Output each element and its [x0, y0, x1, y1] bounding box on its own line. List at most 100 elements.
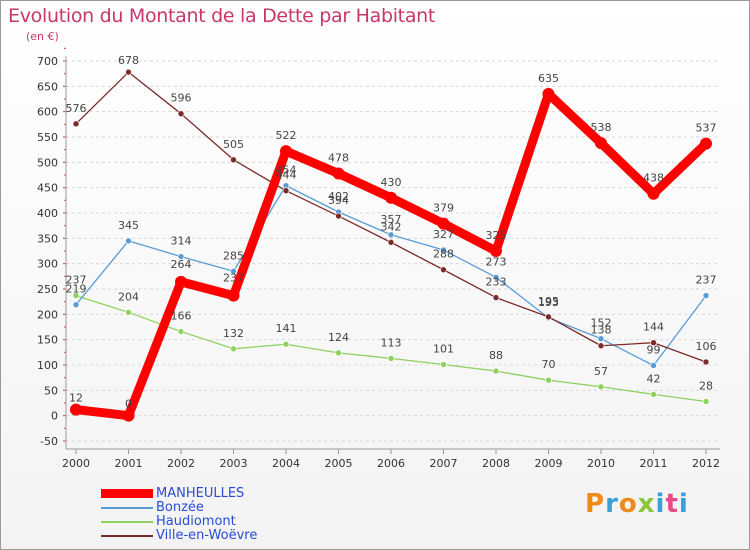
- data-label: 237: [66, 274, 87, 287]
- data-point: [177, 328, 185, 335]
- legend-swatch-icon: [101, 489, 153, 498]
- data-label: 70: [542, 358, 556, 371]
- data-label: 152: [591, 317, 612, 330]
- data-label: 379: [433, 202, 454, 215]
- data-point: [125, 237, 132, 245]
- logo-letter: t: [665, 489, 679, 519]
- data-point: [387, 231, 395, 239]
- data-label: 237: [223, 272, 244, 285]
- data-point: [597, 335, 605, 342]
- data-label: 219: [66, 283, 87, 296]
- y-tick-label: 650: [37, 80, 58, 93]
- data-point: [440, 266, 447, 274]
- data-point: [702, 398, 710, 405]
- data-point: [335, 349, 342, 357]
- data-label: 678: [118, 54, 139, 67]
- x-tick-label: 2008: [482, 457, 510, 470]
- data-label: 12: [69, 392, 83, 405]
- data-point: [492, 274, 500, 281]
- legend-label: MANHEULLES: [156, 486, 245, 501]
- data-point: [282, 340, 290, 348]
- x-tick-label: 2011: [640, 457, 668, 470]
- proxiti-logo: Proxiti: [585, 489, 689, 519]
- data-point: [702, 358, 710, 366]
- data-label: 28: [699, 379, 713, 392]
- data-point: [227, 289, 240, 302]
- logo-letter: o: [618, 489, 638, 519]
- data-label: 327: [433, 228, 454, 241]
- y-tick-label: 550: [37, 131, 58, 144]
- data-label: 522: [276, 129, 297, 142]
- data-point: [230, 156, 237, 164]
- data-label: 342: [381, 220, 402, 233]
- logo-text: Proxiti: [585, 489, 689, 519]
- data-point: [647, 187, 660, 200]
- data-point: [230, 345, 237, 353]
- legend-label: Ville-en-Woëvre: [156, 528, 258, 543]
- y-tick-label: 450: [37, 182, 58, 195]
- data-label: 264: [171, 258, 192, 271]
- data-label: 113: [381, 336, 402, 349]
- y-tick-label: 50: [44, 384, 58, 397]
- legend-label: Haudiomont: [156, 514, 236, 529]
- data-label: 204: [118, 290, 139, 303]
- data-label: 285: [223, 249, 244, 262]
- y-tick-label: 400: [37, 207, 58, 220]
- legend-swatch-icon: [101, 535, 153, 537]
- legend-swatch-icon: [101, 521, 153, 523]
- data-point: [440, 246, 447, 254]
- data-point: [230, 267, 237, 275]
- x-tick-label: 2003: [220, 457, 248, 470]
- x-tick-label: 2007: [430, 457, 458, 470]
- data-label: 101: [433, 342, 454, 355]
- data-label: 273: [486, 255, 507, 268]
- data-label: 288: [433, 248, 454, 261]
- logo-letter: r: [605, 489, 619, 519]
- data-label: 635: [538, 72, 559, 85]
- y-tick-label: 150: [37, 334, 58, 347]
- y-tick-label: 600: [37, 106, 58, 119]
- data-label: 345: [118, 219, 139, 232]
- data-point: [72, 120, 80, 128]
- data-label: 88: [489, 349, 503, 362]
- data-label: 237: [696, 274, 717, 287]
- data-point: [650, 339, 657, 347]
- data-point: [280, 145, 292, 158]
- data-label: 141: [276, 322, 297, 335]
- data-point: [175, 275, 187, 288]
- data-point: [335, 212, 342, 220]
- data-point: [542, 87, 555, 100]
- data-label: 538: [591, 121, 612, 134]
- data-label: 233: [486, 276, 507, 289]
- data-point: [440, 361, 447, 368]
- data-point: [545, 376, 552, 384]
- axis-layer: -50 0 50 100 150 200 250 300 350 400 450 500 550 600 6…: [37, 47, 720, 470]
- data-point: [650, 391, 657, 398]
- chart-title: Evolution du Montant de la Dette par Hab…: [8, 5, 436, 27]
- data-label: 576: [66, 102, 87, 115]
- data-point: [387, 239, 395, 246]
- legend-swatch-icon: [101, 507, 153, 509]
- y-tick-label: 250: [37, 283, 58, 296]
- data-point: [122, 409, 135, 422]
- data-label: 314: [171, 235, 192, 248]
- data-point: [595, 137, 607, 150]
- data-point: [177, 253, 185, 260]
- x-tick-label: 2009: [535, 457, 563, 470]
- data-point: [597, 383, 605, 391]
- grid-layer: [66, 60, 720, 442]
- y-tick-label: 0: [51, 410, 58, 423]
- logo-letter: i: [678, 489, 689, 519]
- data-point: [545, 313, 552, 321]
- data-point: [650, 362, 657, 369]
- data-label: 394: [328, 194, 349, 207]
- x-tick-label: 2005: [325, 457, 353, 470]
- data-point: [387, 355, 395, 362]
- logo-letter: x: [637, 489, 656, 519]
- data-point: [177, 110, 185, 117]
- series-layer: [70, 68, 712, 422]
- x-tick-label: 2004: [272, 457, 300, 470]
- data-point: [437, 217, 450, 230]
